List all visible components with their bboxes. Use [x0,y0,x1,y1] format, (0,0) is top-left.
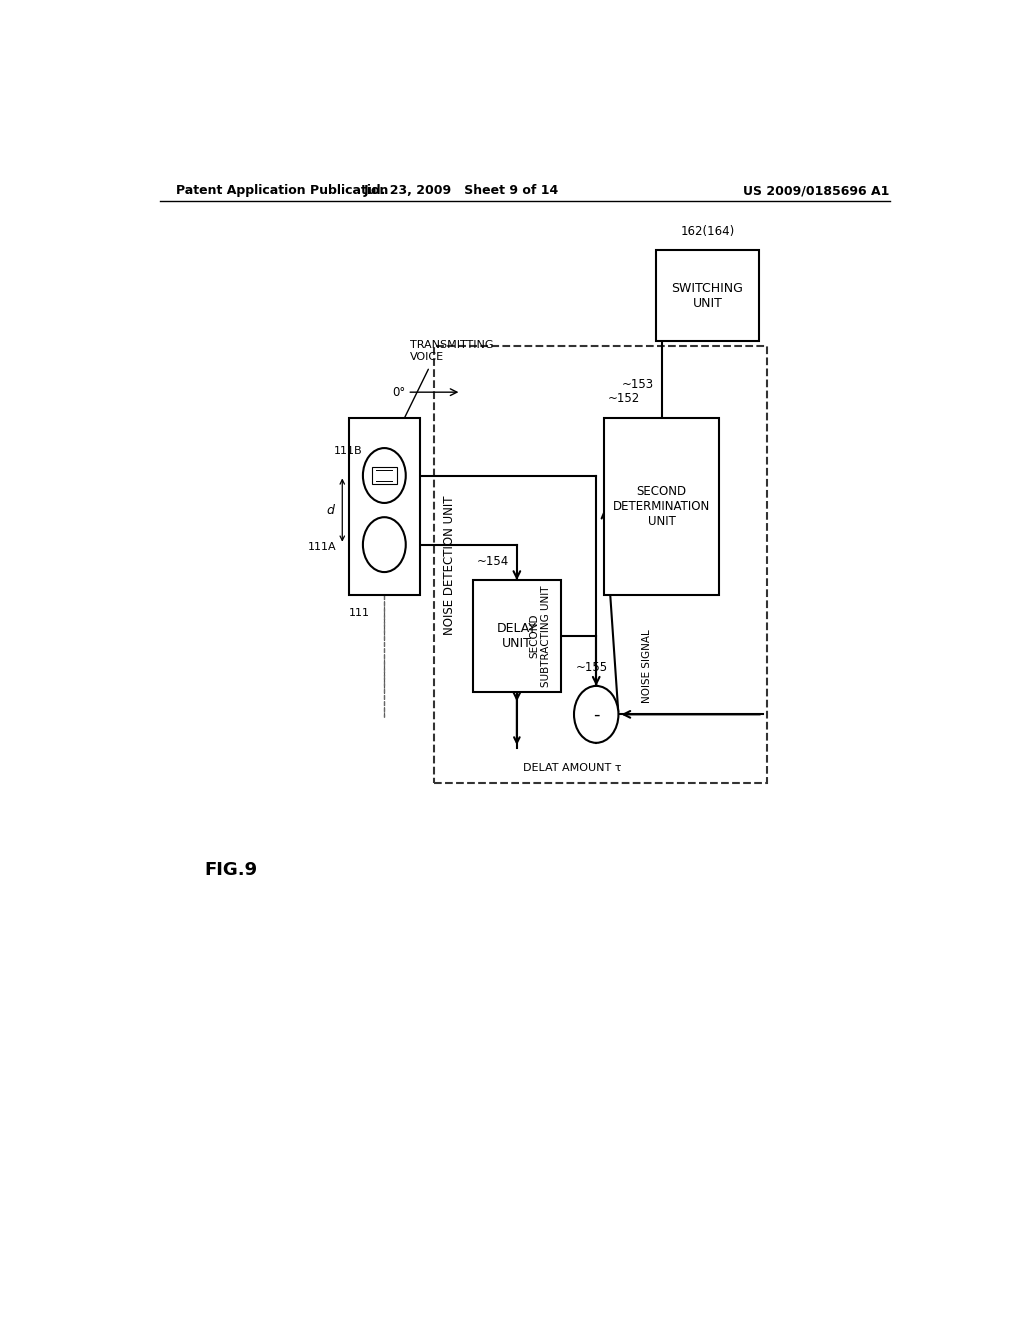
Text: US 2009/0185696 A1: US 2009/0185696 A1 [743,185,890,198]
Text: SWITCHING
UNIT: SWITCHING UNIT [672,281,743,310]
Circle shape [362,447,406,503]
Text: TRANSMITTING
VOICE: TRANSMITTING VOICE [410,341,494,362]
Text: Jul. 23, 2009   Sheet 9 of 14: Jul. 23, 2009 Sheet 9 of 14 [364,185,559,198]
Bar [348,417,420,595]
Text: SECOND
DETERMINATION
UNIT: SECOND DETERMINATION UNIT [613,484,711,528]
Text: 111A: 111A [308,541,337,552]
Bar [433,346,767,784]
Text: ~154: ~154 [477,554,509,568]
Text: -: - [593,705,599,723]
Text: Patent Application Publication: Patent Application Publication [176,185,388,198]
Text: DELAY
UNIT: DELAY UNIT [497,622,537,651]
Text: NOISE SIGNAL: NOISE SIGNAL [642,630,652,704]
Bar [604,417,719,595]
Text: FIG.9: FIG.9 [205,861,258,879]
Text: DELAT AMOUNT τ: DELAT AMOUNT τ [523,763,622,774]
Text: 111B: 111B [334,446,362,457]
Bar [655,249,759,342]
Bar [372,467,397,483]
Text: ~155: ~155 [577,661,608,673]
Text: 111: 111 [348,607,370,618]
Circle shape [362,517,406,572]
Text: SECOND
SUBTRACTING UNIT: SECOND SUBTRACTING UNIT [529,585,552,686]
Text: NOISE DETECTION UNIT: NOISE DETECTION UNIT [443,495,456,635]
Text: 0°: 0° [392,385,406,399]
Circle shape [574,686,618,743]
Bar [473,581,560,692]
Text: d: d [327,503,334,516]
Text: ~153: ~153 [622,378,653,391]
Text: ~152: ~152 [608,392,640,405]
Text: 162(164): 162(164) [680,224,734,238]
